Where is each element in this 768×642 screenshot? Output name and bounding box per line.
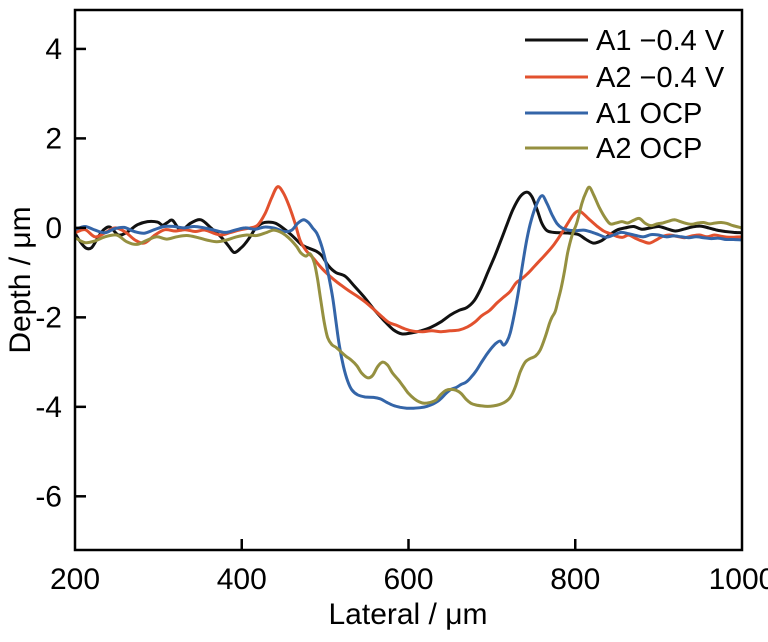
x-axis-title: Lateral / μm [328, 598, 487, 631]
axes-frame [73, 8, 744, 552]
y-tick-label: 4 [45, 33, 62, 66]
legend: A1 −0.4 V A2 −0.4 V A1 OCP A2 OCP [525, 25, 725, 165]
series-curve-2 [76, 185, 741, 334]
y-tick-label: -4 [35, 391, 62, 424]
x-tick-label: 1000 [709, 563, 768, 596]
x-tick-label: 200 [50, 563, 100, 596]
y-axis-title: Depth / μm [4, 206, 37, 353]
data-curves [76, 185, 741, 410]
x-tick-label: 400 [217, 563, 267, 596]
series-curve-3 [76, 194, 741, 410]
y-tick-label: -2 [35, 301, 62, 334]
x-tick-label: 600 [383, 563, 433, 596]
y-tick-label: -6 [35, 480, 62, 513]
legend-label: A2 OCP [596, 133, 702, 165]
x-tick-label: 800 [550, 563, 600, 596]
legend-label: A1 OCP [596, 98, 702, 130]
y-tick-label: 0 [45, 212, 62, 245]
legend-label: A1 −0.4 V [596, 25, 725, 57]
series-curve-1 [76, 190, 741, 336]
tick-labels: 200 400 600 800 1000 4 2 0 -2 -4 -6 [35, 33, 768, 596]
y-tick-label: 2 [45, 122, 62, 155]
series-curve-4 [76, 185, 741, 408]
legend-label: A2 −0.4 V [596, 62, 725, 94]
